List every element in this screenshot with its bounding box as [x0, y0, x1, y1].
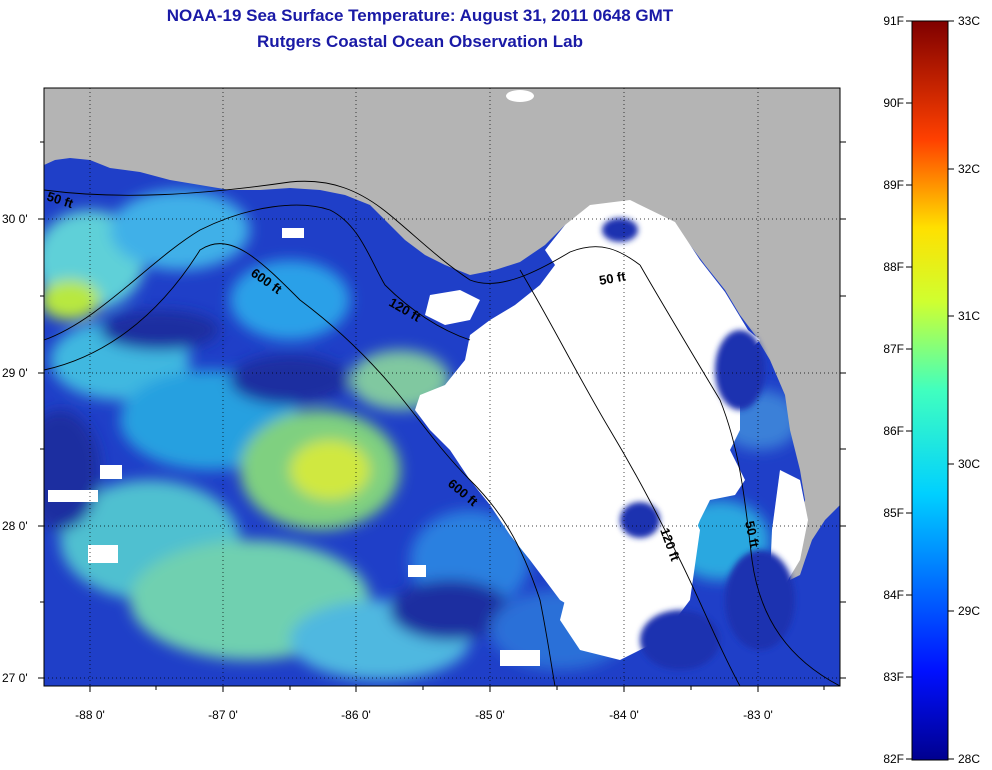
- lon-tick-label: -87 0': [208, 708, 238, 722]
- map-frame: [43, 87, 841, 687]
- cb-f-label: 89F: [883, 178, 904, 192]
- lon-tick-label: -83 0': [743, 708, 773, 722]
- colorbar-celsius-labels: 33C 32C 31C 30C 29C 28C: [958, 14, 980, 766]
- cb-f-label: 88F: [883, 260, 904, 274]
- cb-c-label: 30C: [958, 457, 980, 471]
- contour-label: 50 ft: [598, 268, 628, 288]
- cb-f-label: 83F: [883, 670, 904, 684]
- lat-tick-label: 28 0': [2, 519, 28, 533]
- cb-f-label: 91F: [883, 14, 904, 28]
- lon-tick-label: -88 0': [75, 708, 105, 722]
- lon-tick-label: -84 0': [609, 708, 639, 722]
- depth-contours: [44, 180, 840, 686]
- cb-c-label: 31C: [958, 309, 980, 323]
- cb-c-label: 32C: [958, 162, 980, 176]
- cb-f-label: 84F: [883, 588, 904, 602]
- lat-lon-grid: [44, 88, 840, 686]
- lat-tick-label: 27 0': [2, 671, 28, 685]
- latitude-labels: 30 0' 29 0' 28 0' 27 0': [2, 212, 28, 685]
- colorbar-ticks: [906, 20, 954, 760]
- lat-tick-label: 30 0': [2, 212, 28, 226]
- lat-tick-label: 29 0': [2, 366, 28, 380]
- cb-c-label: 33C: [958, 14, 980, 28]
- land-mass: [44, 88, 840, 580]
- cb-f-label: 87F: [883, 342, 904, 356]
- cb-f-label: 82F: [883, 752, 904, 766]
- lon-tick-label: -85 0': [475, 708, 505, 722]
- cb-f-label: 90F: [883, 96, 904, 110]
- contour-label: 50 ft: [742, 520, 762, 550]
- cb-f-label: 85F: [883, 506, 904, 520]
- cb-c-label: 29C: [958, 604, 980, 618]
- colorbar-fahrenheit-labels: 91F 90F 89F 88F 87F 86F 85F 84F 83F 82F: [883, 14, 904, 766]
- longitude-labels: -88 0' -87 0' -86 0' -85 0' -84 0' -83 0…: [75, 708, 773, 722]
- lon-tick-label: -86 0': [341, 708, 371, 722]
- axis-ticks: [38, 141, 846, 692]
- map-area: [44, 88, 840, 686]
- colorbar: [911, 20, 949, 761]
- cb-c-label: 28C: [958, 752, 980, 766]
- cold-patches: [602, 218, 795, 670]
- cb-f-label: 86F: [883, 424, 904, 438]
- map-title: NOAA-19 Sea Surface Temperature: August …: [166, 6, 674, 25]
- map-subtitle: Rutgers Coastal Ocean Observation Lab: [257, 32, 583, 51]
